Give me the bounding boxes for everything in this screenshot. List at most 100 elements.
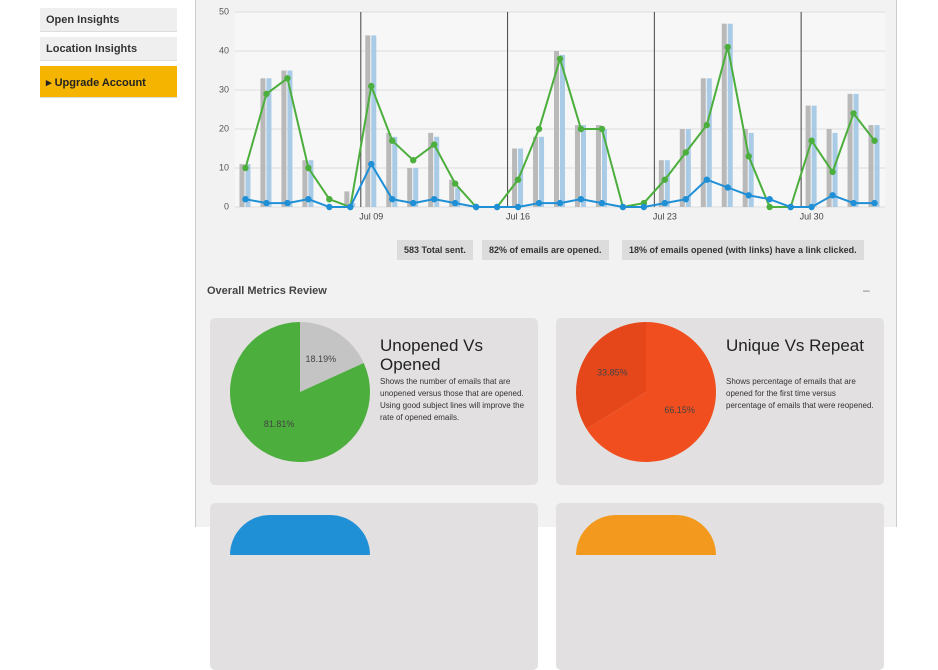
bar bbox=[868, 125, 874, 207]
bar bbox=[853, 93, 859, 207]
chart: 0 10 20 30 40 50 Jul 09 Jul 16 Jul 23 Jul 30 bbox=[219, 6, 885, 221]
bar bbox=[539, 136, 545, 207]
card: 18.19% 81.81% Unopened Vs Opened Shows th… bbox=[210, 318, 538, 485]
point bbox=[368, 160, 375, 168]
y-tick-label: 30 bbox=[219, 84, 229, 94]
bar bbox=[685, 129, 691, 207]
x-tick-label: Jul 09 bbox=[359, 211, 383, 221]
point bbox=[724, 43, 731, 51]
bar bbox=[407, 168, 413, 207]
bar bbox=[266, 78, 272, 207]
bar bbox=[533, 136, 539, 207]
point bbox=[745, 192, 752, 199]
x-tick-label: Jul 23 bbox=[653, 211, 677, 221]
point bbox=[389, 137, 396, 144]
point bbox=[389, 196, 396, 203]
bar bbox=[239, 164, 245, 207]
point bbox=[263, 199, 270, 207]
bar bbox=[365, 35, 371, 208]
bar bbox=[308, 160, 314, 207]
point bbox=[535, 199, 543, 207]
point bbox=[451, 180, 459, 187]
bar bbox=[512, 148, 518, 207]
pie-slice bbox=[576, 322, 646, 429]
card-title: Unique Vs Repeat bbox=[726, 336, 864, 355]
collapse-icon[interactable]: – bbox=[863, 283, 870, 297]
point bbox=[682, 149, 690, 156]
bar bbox=[847, 93, 853, 207]
bar bbox=[805, 105, 811, 207]
bar bbox=[245, 164, 251, 207]
bar bbox=[721, 23, 727, 208]
point bbox=[871, 199, 878, 207]
card bbox=[210, 503, 538, 670]
point bbox=[451, 199, 459, 207]
point bbox=[577, 196, 585, 203]
nav-item[interactable]: Open Insights bbox=[40, 8, 177, 32]
point bbox=[766, 203, 773, 211]
point bbox=[661, 176, 669, 183]
pie-chart: 18.19% 81.81% bbox=[230, 322, 370, 462]
x-tick-label: Jul 30 bbox=[800, 211, 824, 221]
bar bbox=[727, 23, 733, 208]
bar bbox=[679, 129, 685, 207]
pie-slice bbox=[300, 322, 364, 392]
bar bbox=[554, 51, 559, 207]
y-tick-label: 20 bbox=[219, 123, 229, 133]
point bbox=[410, 199, 417, 207]
point bbox=[284, 199, 291, 207]
point bbox=[808, 203, 815, 211]
stat: 82% of emails are opened. bbox=[482, 240, 609, 260]
bar bbox=[574, 125, 580, 207]
card-text: Shows the number of emails that are unop… bbox=[380, 377, 525, 422]
pie-slice bbox=[230, 322, 370, 462]
bar bbox=[580, 125, 586, 207]
pie-label: 81.81% bbox=[264, 419, 295, 429]
point bbox=[430, 141, 438, 148]
bar bbox=[560, 54, 565, 208]
point bbox=[829, 192, 836, 199]
point bbox=[703, 176, 710, 183]
bar bbox=[449, 179, 455, 207]
bar bbox=[595, 125, 601, 207]
point bbox=[640, 203, 648, 211]
stat: 18% of emails opened (with links) have a… bbox=[622, 240, 864, 260]
point bbox=[263, 90, 270, 98]
card bbox=[556, 503, 884, 670]
point bbox=[871, 137, 878, 144]
nav-item[interactable]: Location Insights bbox=[40, 37, 177, 61]
y-tick-label: 40 bbox=[219, 45, 229, 55]
bar bbox=[392, 136, 398, 207]
point bbox=[472, 203, 480, 211]
bar bbox=[706, 78, 712, 207]
bar bbox=[302, 160, 308, 207]
point bbox=[787, 203, 794, 211]
point bbox=[556, 55, 564, 62]
pie-chart bbox=[576, 515, 716, 555]
point bbox=[745, 153, 752, 160]
point bbox=[682, 196, 690, 203]
bar bbox=[281, 70, 287, 207]
bar bbox=[700, 78, 706, 207]
point bbox=[619, 203, 627, 211]
pie-label: 33.85% bbox=[597, 368, 628, 378]
point bbox=[808, 137, 815, 144]
point bbox=[535, 125, 543, 133]
pie-label: 18.19% bbox=[306, 354, 337, 364]
point bbox=[724, 184, 731, 191]
stat: 583 Total sent. bbox=[397, 240, 473, 260]
pie-slice bbox=[586, 322, 716, 462]
point bbox=[493, 203, 501, 211]
point bbox=[410, 157, 417, 164]
upgrade-button[interactable]: ▸ Upgrade Account bbox=[40, 66, 177, 98]
point bbox=[326, 203, 333, 211]
point bbox=[326, 196, 333, 203]
point bbox=[577, 125, 585, 133]
point bbox=[305, 196, 312, 203]
pie-label: 66.15% bbox=[664, 405, 695, 415]
point bbox=[242, 164, 249, 172]
point bbox=[514, 176, 522, 183]
bar bbox=[260, 78, 266, 207]
bar bbox=[344, 191, 350, 207]
point bbox=[347, 203, 354, 211]
